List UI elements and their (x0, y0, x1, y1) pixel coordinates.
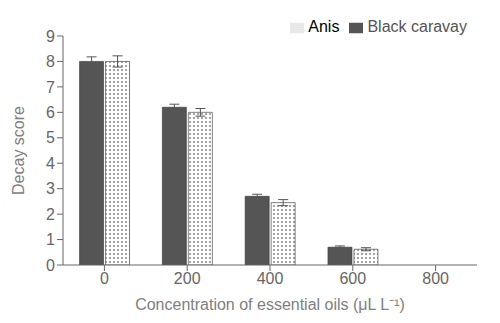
svg-text:3: 3 (46, 180, 55, 197)
svg-text:800: 800 (422, 270, 449, 287)
svg-text:5: 5 (46, 129, 55, 146)
svg-text:7: 7 (46, 79, 55, 96)
svg-text:1: 1 (46, 231, 55, 248)
svg-text:4: 4 (46, 155, 55, 172)
svg-text:600: 600 (339, 270, 366, 287)
svg-text:200: 200 (174, 270, 201, 287)
svg-text:Concentration of essential oil: Concentration of essential oils (μL L⁻¹) (135, 296, 405, 313)
html-text:Black caravay: Black caravay (367, 18, 467, 35)
svg-text:8: 8 (46, 53, 55, 70)
html-text:Anis: Anis (308, 18, 340, 35)
svg-text:2: 2 (46, 206, 55, 223)
svg-text:9: 9 (46, 28, 55, 45)
svg-text:Decay score: Decay score (10, 106, 27, 195)
svg-text:0: 0 (46, 257, 55, 274)
svg-text:0: 0 (100, 270, 109, 287)
svg-text:400: 400 (257, 270, 284, 287)
svg-text:6: 6 (46, 104, 55, 121)
